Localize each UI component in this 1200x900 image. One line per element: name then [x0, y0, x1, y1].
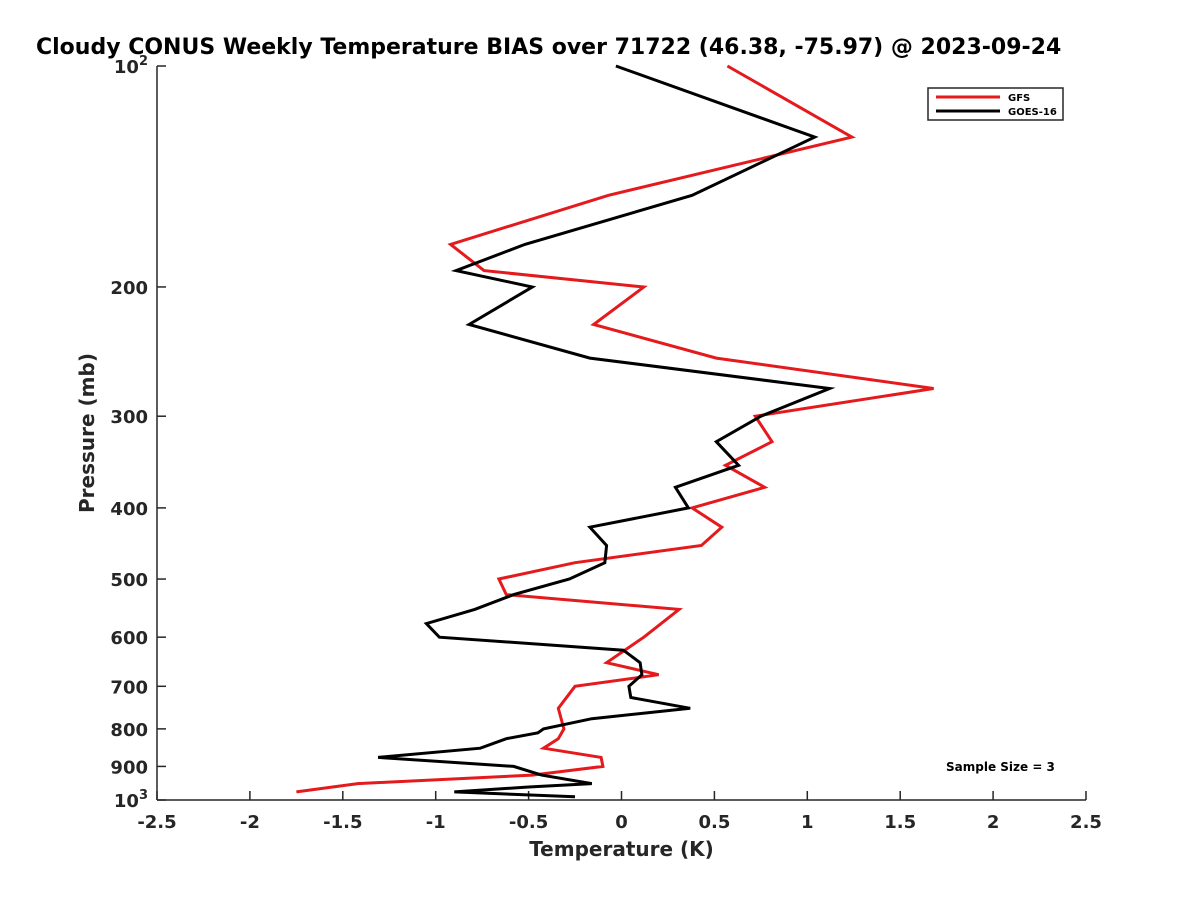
y-tick-label: 300: [110, 407, 148, 428]
y-tick-label: 103: [114, 788, 148, 812]
series-line-gfs: [296, 64, 934, 794]
y-tick-label: 800: [110, 720, 148, 741]
x-tick-label: 1.5: [884, 812, 916, 833]
x-tick-label: -2.5: [137, 812, 176, 833]
x-tick-label: -1: [426, 812, 446, 833]
y-axis-label: Pressure (mb): [75, 353, 99, 513]
y-tick-label: 102: [114, 54, 148, 78]
legend: GFS GOES-16: [927, 87, 1064, 121]
y-tick-label: 500: [110, 570, 148, 591]
y-tick-label: 200: [110, 278, 148, 299]
series-line-goes-16: [377, 64, 836, 799]
y-tick-label: 600: [110, 628, 148, 649]
x-tick-label: -1.5: [323, 812, 362, 833]
axes: -2.5 -2 -1.5 -1 -0.5 0 0.5 1 1.5 2 2.5 102 200 300 400…: [110, 54, 1102, 833]
x-tick-label: 2.5: [1070, 812, 1102, 833]
x-tick-label: -0.5: [509, 812, 548, 833]
legend-label: GFS: [1008, 93, 1030, 104]
x-tick-label: 0: [615, 812, 628, 833]
x-tick-label: 0.5: [698, 812, 730, 833]
y-tick-label: 900: [110, 757, 148, 778]
x-tick-label: 2: [987, 812, 1000, 833]
x-axis-label: Temperature (K): [529, 837, 714, 861]
y-tick-label: 700: [110, 677, 148, 698]
sample-size-annotation: Sample Size = 3: [946, 760, 1055, 774]
legend-label: GOES-16: [1008, 107, 1057, 118]
chart-title: Cloudy CONUS Weekly Temperature BIAS ove…: [36, 35, 1061, 60]
series-layer: [296, 64, 934, 799]
x-tick-label: -2: [240, 812, 260, 833]
y-tick-label: 400: [110, 499, 148, 520]
legend-box: [927, 87, 1064, 121]
x-tick-label: 1: [801, 812, 814, 833]
